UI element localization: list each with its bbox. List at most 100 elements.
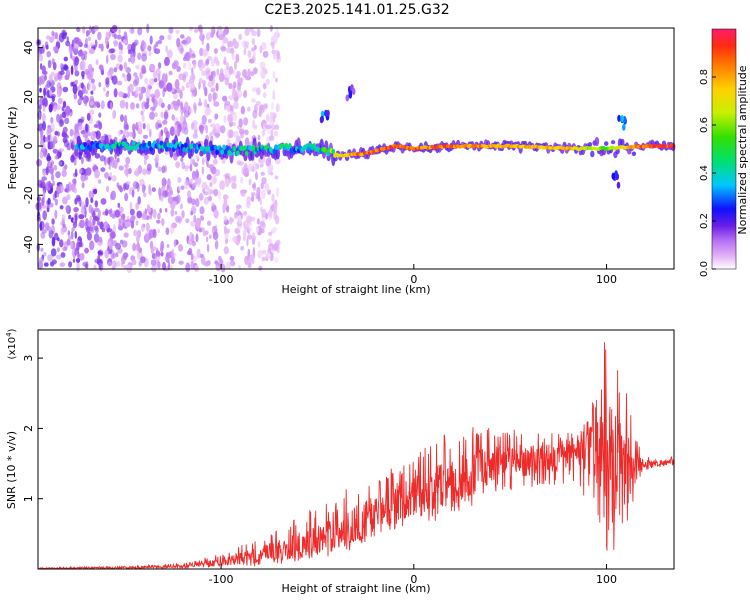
noise-speckle: [61, 32, 67, 40]
noise-speckle: [125, 130, 130, 138]
noise-speckle: [231, 182, 237, 189]
noise-speckle: [98, 64, 104, 71]
noise-speckle: [172, 200, 177, 206]
noise-speckle: [190, 122, 195, 130]
noise-speckle: [67, 230, 71, 236]
noise-speckle: [270, 171, 274, 176]
noise-speckle: [240, 189, 246, 197]
noise-speckle: [94, 169, 100, 179]
noise-speckle: [234, 214, 239, 220]
noise-speckle: [47, 141, 51, 150]
noise-speckle: [51, 226, 56, 232]
noise-speckle: [72, 178, 77, 184]
noise-speckle: [213, 188, 219, 197]
noise-speckle: [220, 263, 226, 273]
noise-speckle: [180, 34, 185, 39]
noise-speckle: [201, 80, 207, 85]
noise-speckle: [74, 214, 78, 224]
noise-speckle: [174, 210, 178, 215]
noise-speckle: [213, 159, 218, 165]
noise-speckle: [190, 53, 196, 59]
ridge-core-cell: [184, 142, 188, 148]
noise-speckle: [209, 123, 216, 128]
noise-speckle: [70, 129, 76, 136]
noise-speckle: [229, 216, 233, 225]
noise-speckle: [204, 185, 210, 191]
noise-speckle: [271, 203, 275, 212]
noise-speckle: [89, 101, 95, 106]
noise-speckle: [88, 67, 93, 78]
noise-speckle: [103, 86, 106, 92]
noise-speckle: [154, 89, 160, 99]
noise-speckle: [107, 71, 114, 76]
noise-speckle: [213, 209, 219, 219]
noise-speckle: [220, 46, 227, 52]
noise-speckle: [39, 75, 46, 85]
noise-speckle: [41, 229, 47, 234]
noise-speckle: [74, 124, 79, 135]
noise-speckle: [187, 190, 191, 198]
noise-speckle: [202, 48, 208, 57]
snr-y-axis: 1 2 3: [22, 355, 43, 502]
noise-speckle: [214, 224, 218, 230]
noise-speckle: [140, 256, 146, 263]
noise-speckle: [153, 70, 157, 80]
noise-speckle: [62, 126, 68, 133]
noise-speckle: [193, 255, 197, 263]
noise-speckle: [185, 102, 189, 112]
ridge-halo-cell: [620, 138, 625, 146]
noise-speckle: [180, 185, 185, 190]
noise-speckle: [115, 252, 119, 258]
noise-speckle: [106, 157, 111, 165]
noise-speckle: [127, 167, 132, 175]
noise-speckle: [150, 259, 157, 266]
noise-speckle: [229, 255, 235, 262]
noise-speckle: [189, 26, 194, 32]
noise-speckle: [212, 231, 219, 240]
noise-speckle: [159, 208, 162, 214]
noise-speckle: [111, 24, 118, 33]
noise-speckle: [200, 216, 205, 221]
noise-speckle: [214, 113, 218, 121]
noise-speckle: [183, 179, 189, 190]
noise-speckle: [99, 155, 106, 162]
noise-speckle: [210, 87, 216, 93]
noise-speckle: [139, 71, 143, 80]
noise-speckle: [59, 205, 64, 210]
noise-speckle: [161, 73, 167, 83]
noise-speckle: [267, 165, 271, 175]
noise-speckle: [243, 48, 247, 56]
noise-speckle: [157, 98, 163, 107]
noise-speckle: [90, 90, 94, 95]
noise-speckle: [171, 222, 178, 229]
noise-speckle: [199, 206, 205, 215]
noise-speckle: [154, 48, 161, 55]
noise-speckle: [47, 59, 52, 69]
noise-speckle: [57, 87, 62, 98]
noise-speckle: [122, 265, 129, 270]
noise-speckle: [37, 98, 41, 107]
noise-speckle: [154, 112, 158, 118]
noise-speckle: [267, 128, 272, 135]
noise-speckle: [39, 63, 43, 70]
noise-speckle: [161, 165, 166, 174]
noise-speckle: [204, 230, 209, 236]
noise-speckle: [173, 93, 178, 100]
ridge-core-cell: [225, 146, 230, 152]
noise-speckle: [184, 110, 190, 118]
noise-speckle: [126, 72, 132, 82]
noise-speckle: [53, 165, 58, 171]
noise-speckle: [162, 120, 168, 125]
noise-speckle: [125, 101, 129, 110]
ridge-halo-cell: [594, 136, 600, 147]
noise-speckle: [276, 51, 280, 60]
noise-speckle: [98, 264, 102, 269]
noise-speckle: [42, 210, 47, 221]
noise-speckle: [114, 209, 120, 218]
noise-speckle: [124, 192, 129, 202]
noise-speckle: [74, 197, 78, 205]
noise-speckle: [46, 226, 52, 232]
ridge-core-cell: [243, 145, 247, 151]
noise-speckle: [197, 250, 201, 257]
